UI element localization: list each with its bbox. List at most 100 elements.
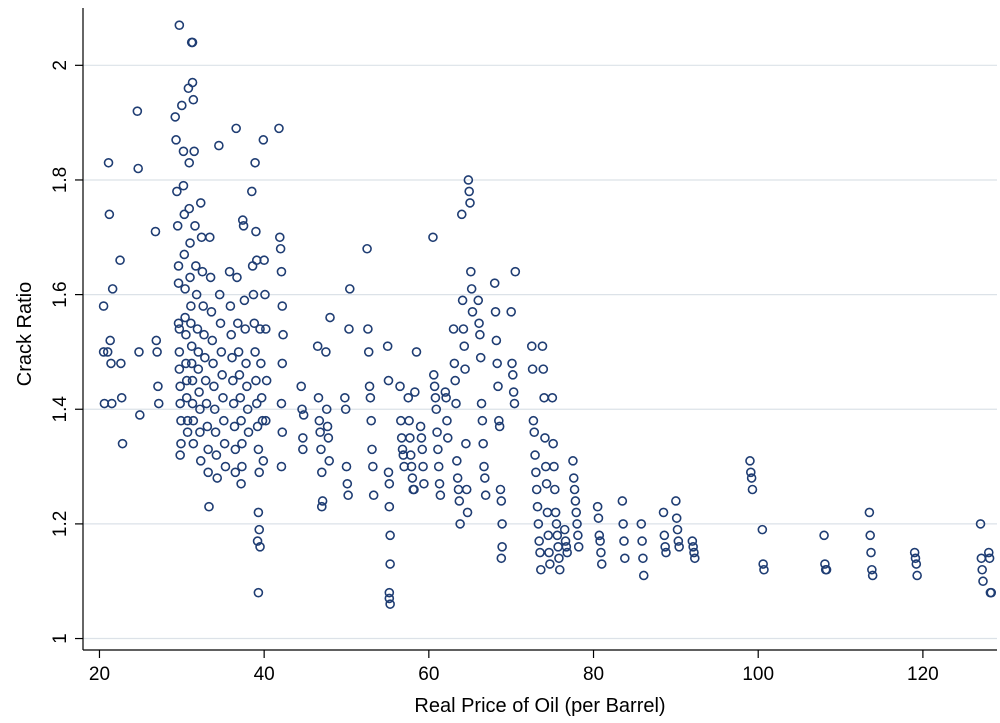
data-point-58 — [186, 318, 196, 329]
data-point-184 — [314, 415, 325, 426]
data-point-314 — [531, 484, 542, 495]
data-point-279 — [467, 307, 478, 317]
data-point-354 — [594, 530, 605, 541]
data-point-206 — [364, 381, 375, 392]
data-point-376 — [688, 542, 698, 552]
data-point-42 — [179, 209, 190, 220]
data-point-173 — [277, 358, 288, 369]
data-point-87 — [201, 398, 212, 409]
data-points — [98, 20, 997, 609]
data-point-69 — [189, 146, 199, 157]
data-point-277 — [466, 266, 476, 277]
data-point-97 — [209, 381, 219, 392]
data-point-119 — [230, 467, 241, 478]
data-point-61 — [187, 375, 198, 386]
data-point-183 — [313, 392, 324, 403]
data-point-77 — [195, 404, 205, 415]
data-point-191 — [321, 404, 332, 415]
data-point-300 — [497, 542, 507, 552]
data-point-276 — [465, 198, 475, 208]
data-point-44 — [180, 284, 190, 294]
data-point-347 — [570, 496, 581, 506]
data-point-55 — [185, 238, 195, 248]
y-tick-label-1: 1.2 — [50, 511, 71, 537]
data-point-379 — [745, 456, 755, 466]
data-point-359 — [618, 519, 628, 529]
data-point-245 — [429, 381, 440, 392]
data-point-402 — [978, 576, 988, 587]
data-point-236 — [410, 387, 420, 397]
data-point-74 — [193, 347, 204, 357]
data-point-311 — [529, 427, 540, 437]
data-point-171 — [277, 301, 288, 311]
data-point-83 — [198, 301, 209, 311]
data-point-162 — [259, 255, 269, 266]
data-point-29 — [173, 318, 184, 329]
data-point-230 — [405, 433, 415, 443]
data-point-23 — [170, 112, 181, 122]
data-point-79 — [195, 456, 206, 466]
data-point-186 — [316, 444, 326, 455]
x-tick-label-5: 120 — [907, 664, 939, 685]
data-point-24 — [171, 135, 181, 145]
data-point-8 — [107, 284, 118, 294]
data-point-386 — [819, 530, 829, 541]
data-point-312 — [530, 450, 540, 460]
data-point-257 — [448, 324, 459, 334]
data-point-89 — [203, 444, 213, 455]
data-point-341 — [560, 536, 571, 546]
data-point-380 — [745, 467, 756, 478]
data-point-129 — [236, 478, 246, 489]
data-point-315 — [532, 501, 543, 512]
data-point-220 — [385, 599, 395, 609]
data-point-293 — [492, 358, 502, 369]
data-point-26 — [172, 221, 183, 231]
data-point-118 — [230, 444, 241, 455]
data-point-4 — [103, 157, 114, 168]
data-point-51 — [182, 427, 193, 437]
data-point-367 — [659, 530, 670, 541]
data-point-400 — [976, 553, 987, 564]
data-point-111 — [224, 266, 235, 277]
data-point-373 — [673, 536, 684, 546]
data-point-13 — [117, 438, 128, 449]
gridlines — [83, 64, 997, 640]
data-point-374 — [674, 542, 684, 552]
data-point-107 — [218, 392, 228, 403]
data-point-215 — [384, 478, 395, 489]
data-point-333 — [550, 484, 560, 495]
data-point-340 — [559, 524, 570, 535]
data-point-214 — [383, 467, 394, 478]
data-point-136 — [242, 404, 253, 415]
data-point-208 — [366, 415, 376, 426]
data-point-40 — [178, 146, 189, 157]
data-point-324 — [540, 461, 551, 472]
data-point-350 — [573, 530, 583, 541]
data-point-113 — [226, 329, 237, 340]
data-point-168 — [274, 232, 285, 243]
data-point-296 — [494, 421, 505, 432]
data-point-309 — [527, 364, 538, 374]
data-point-288 — [480, 473, 490, 483]
data-point-189 — [316, 501, 327, 512]
data-point-307 — [510, 266, 521, 277]
data-point-378 — [690, 553, 700, 564]
data-point-349 — [572, 519, 582, 529]
data-point-80 — [195, 198, 206, 208]
data-point-123 — [233, 347, 244, 357]
data-point-103 — [214, 289, 225, 300]
data-point-292 — [491, 335, 502, 346]
data-point-85 — [200, 352, 210, 363]
data-point-41 — [178, 180, 189, 191]
data-point-334 — [550, 507, 561, 518]
data-point-100 — [211, 450, 222, 460]
data-point-66 — [187, 37, 198, 48]
data-point-130 — [237, 215, 248, 225]
data-point-308 — [526, 341, 537, 351]
data-point-172 — [278, 329, 288, 340]
data-point-163 — [260, 289, 270, 300]
y-tick-label-2: 1.4 — [50, 396, 71, 423]
data-point-394 — [867, 570, 878, 581]
data-point-167 — [274, 123, 284, 134]
